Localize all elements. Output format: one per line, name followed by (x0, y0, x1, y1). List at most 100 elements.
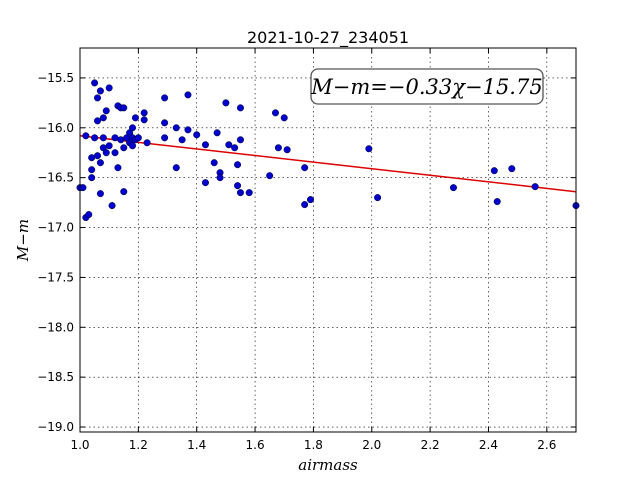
data-point (108, 202, 116, 210)
data-point (493, 198, 501, 206)
data-point (88, 166, 96, 174)
data-point (117, 136, 125, 144)
data-point (271, 109, 279, 117)
data-point (105, 142, 113, 150)
x-tick-label: 2.0 (362, 438, 381, 452)
data-point (96, 159, 104, 167)
data-point (143, 139, 151, 147)
data-point (301, 201, 309, 209)
data-point (222, 99, 230, 107)
data-point (236, 104, 244, 112)
data-point (111, 149, 119, 157)
data-point (172, 164, 180, 172)
axis-ticks: 1.0 1.2 1.4 1.6 1.8 2.0 2.2 2.4 2.6 −15.5 −16.0 −16… (37, 48, 576, 452)
y-tick-label: −17.0 (37, 221, 74, 235)
data-point (283, 146, 291, 154)
x-tick-label: 1.2 (129, 438, 148, 452)
x-tick-label: 2.2 (421, 438, 440, 452)
data-point (105, 84, 113, 92)
data-point (120, 104, 128, 112)
data-point (88, 154, 96, 162)
data-point (184, 126, 192, 134)
y-tick-label: −16.5 (37, 171, 74, 185)
chart-title: 2021-10-27_234051 (247, 28, 409, 48)
data-point (111, 134, 119, 142)
data-point (99, 114, 107, 122)
data-point (201, 141, 209, 149)
data-point (120, 144, 128, 152)
data-point (79, 184, 87, 192)
data-point (245, 189, 253, 197)
data-point (365, 145, 373, 153)
data-point (216, 174, 224, 182)
data-point (184, 91, 192, 99)
y-tick-label: −15.5 (37, 71, 74, 85)
data-point (129, 124, 137, 132)
data-point (114, 164, 122, 172)
data-point (210, 159, 218, 167)
data-point (131, 114, 139, 122)
data-point (449, 184, 457, 192)
annotation-box (310, 68, 544, 105)
data-point (274, 144, 282, 152)
data-point (120, 188, 128, 196)
data-point (94, 152, 102, 160)
data-point (374, 194, 382, 202)
x-tick-label: 1.4 (187, 438, 206, 452)
data-point (508, 165, 516, 173)
fit-equation-annotation: M−m=−0.33χ−15.75 (310, 68, 544, 105)
data-point (234, 182, 242, 190)
data-point (102, 149, 110, 157)
data-point (96, 190, 104, 198)
fit-equation-text: M−m=−0.33χ−15.75 (310, 75, 542, 99)
data-point (94, 94, 102, 102)
data-point (490, 167, 498, 175)
plot-area (80, 48, 576, 432)
data-point (82, 132, 90, 140)
x-tick-label: 1.0 (70, 438, 89, 452)
data-point (91, 79, 99, 87)
fit-line (79, 135, 577, 193)
data-point (172, 124, 180, 132)
data-point (178, 136, 186, 144)
data-point (91, 134, 99, 142)
data-point (236, 189, 244, 197)
data-point (225, 141, 233, 149)
data-point (102, 107, 110, 115)
data-point (96, 87, 104, 95)
data-point (306, 196, 314, 204)
x-axis-label: airmass (298, 456, 358, 474)
data-point (99, 134, 107, 142)
data-point (531, 183, 539, 191)
data-point (231, 144, 239, 152)
data-point (234, 161, 242, 169)
data-point (201, 179, 209, 187)
data-point (85, 211, 93, 219)
data-point (266, 172, 274, 180)
data-point (134, 134, 142, 142)
data-point (140, 109, 148, 117)
data-point (213, 129, 221, 137)
y-tick-label: −19.0 (37, 420, 74, 434)
data-points (76, 79, 580, 222)
y-tick-label: −18.0 (37, 320, 74, 334)
data-point (193, 131, 201, 139)
data-point (94, 117, 102, 125)
data-point (88, 174, 96, 182)
data-point (236, 136, 244, 144)
x-tick-label: 2.6 (537, 438, 556, 452)
y-tick-label: −17.5 (37, 270, 74, 284)
y-tick-label: −18.5 (37, 370, 74, 384)
y-tick-label: −16.0 (37, 121, 74, 135)
data-point (129, 142, 137, 150)
data-point (161, 119, 169, 127)
x-tick-label: 2.4 (479, 438, 498, 452)
fit-line-group (79, 135, 577, 193)
data-point (161, 134, 169, 142)
data-point (280, 114, 288, 122)
y-axis-label: M−m (14, 219, 32, 262)
plot-frame (79, 47, 577, 433)
x-tick-label: 1.6 (246, 438, 265, 452)
data-point (140, 116, 148, 124)
